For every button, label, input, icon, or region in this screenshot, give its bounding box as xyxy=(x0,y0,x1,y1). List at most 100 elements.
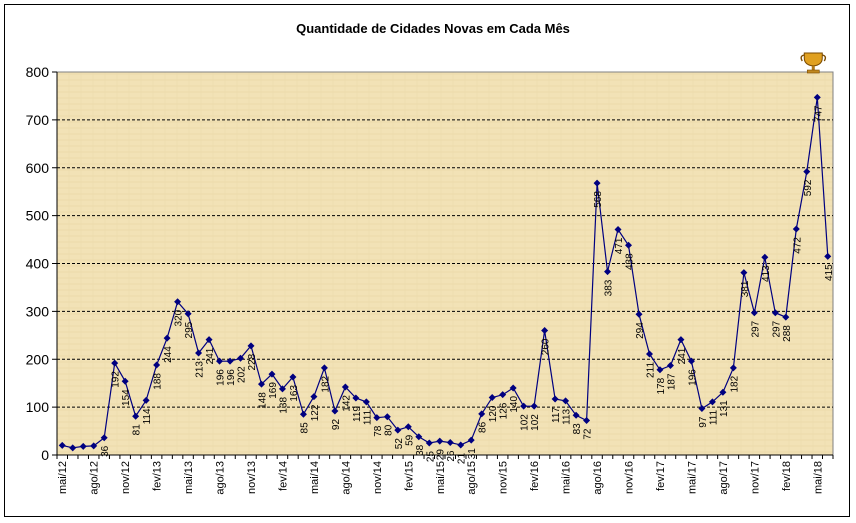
line-chart: Quantidade de Cidades Novas em Cada Mês … xyxy=(26,21,835,495)
data-point xyxy=(58,441,66,449)
data-point xyxy=(740,269,748,277)
data-label: 102 xyxy=(530,414,541,431)
data-label: 244 xyxy=(163,346,174,363)
data-point xyxy=(729,364,737,372)
data-point xyxy=(90,442,98,450)
x-tick-label: ago/15 xyxy=(466,461,478,495)
data-label: 26 xyxy=(446,450,457,462)
x-tick-label: mai/17 xyxy=(686,461,698,494)
data-point xyxy=(446,439,454,447)
data-label: 36 xyxy=(100,445,111,457)
data-point xyxy=(509,384,517,392)
data-label: 119 xyxy=(352,406,363,422)
data-point xyxy=(415,433,423,441)
x-tick-label: mai/12 xyxy=(57,461,69,494)
data-point xyxy=(352,394,360,402)
data-point xyxy=(436,437,444,445)
data-point xyxy=(310,393,318,401)
data-point xyxy=(205,336,213,344)
data-label: 241 xyxy=(205,347,216,364)
x-tick-label: mai/13 xyxy=(183,461,195,494)
data-point xyxy=(79,442,87,450)
data-label: 294 xyxy=(635,322,646,339)
data-label: 92 xyxy=(331,419,342,431)
data-label: 320 xyxy=(174,309,185,326)
data-point xyxy=(425,439,433,447)
data-point xyxy=(583,417,591,425)
x-tick-label: nov/12 xyxy=(120,461,132,494)
y-tick-label: 100 xyxy=(26,399,50,415)
data-label: 72 xyxy=(583,428,594,440)
data-point xyxy=(572,411,580,419)
data-label: 413 xyxy=(761,265,772,282)
data-label: 86 xyxy=(478,421,489,433)
data-point xyxy=(604,268,612,276)
data-label: 295 xyxy=(184,321,195,338)
data-label: 381 xyxy=(740,280,751,297)
data-label: 415 xyxy=(824,264,835,281)
x-tick-label: nov/15 xyxy=(498,461,510,494)
y-tick-label: 400 xyxy=(26,256,50,272)
data-point xyxy=(394,426,402,434)
x-tick-label: mai/14 xyxy=(309,461,321,494)
chart-frame: Quantidade de Cidades Novas em Cada Mês … xyxy=(4,4,850,517)
data-label: 85 xyxy=(299,422,310,434)
data-point xyxy=(153,361,161,369)
x-tick-label: fev/14 xyxy=(277,461,289,491)
data-point xyxy=(656,366,664,374)
data-label: 113 xyxy=(562,408,573,424)
data-point xyxy=(467,436,475,444)
data-point xyxy=(331,407,339,415)
data-point xyxy=(457,441,465,449)
data-label: 52 xyxy=(394,438,405,450)
x-tick-label: nov/16 xyxy=(624,461,636,494)
data-point xyxy=(163,334,171,342)
data-point xyxy=(362,398,370,406)
data-label: 117 xyxy=(551,407,562,423)
data-label: 196 xyxy=(687,369,698,386)
y-tick-label: 0 xyxy=(41,447,49,463)
x-tick-label: mai/16 xyxy=(561,461,573,494)
x-tick-label: ago/16 xyxy=(592,461,604,495)
series-line xyxy=(62,97,829,449)
data-point xyxy=(247,342,255,350)
data-label: 297 xyxy=(771,320,782,337)
data-label: 438 xyxy=(625,253,636,270)
data-label: 169 xyxy=(268,382,279,399)
x-tick-label: fev/18 xyxy=(781,461,793,491)
data-point xyxy=(750,309,758,317)
data-point xyxy=(268,370,276,378)
data-point xyxy=(132,412,140,420)
data-label: 21 xyxy=(457,453,468,465)
data-point xyxy=(782,313,790,321)
data-label: 196 xyxy=(216,369,227,386)
y-tick-label: 700 xyxy=(26,112,50,128)
data-point xyxy=(237,354,245,362)
data-label: 97 xyxy=(698,416,709,428)
data-point xyxy=(226,357,234,365)
data-point xyxy=(824,252,832,260)
data-label: 138 xyxy=(278,396,289,413)
y-tick-label: 800 xyxy=(26,64,50,80)
data-label: 178 xyxy=(656,377,667,394)
data-label: 59 xyxy=(404,434,415,446)
data-point xyxy=(551,395,559,403)
data-label: 568 xyxy=(593,191,604,208)
x-tick-label: nov/13 xyxy=(246,461,258,494)
data-label: 131 xyxy=(719,400,730,417)
data-label: 188 xyxy=(153,373,164,390)
data-label: 38 xyxy=(415,444,426,456)
trophy-icon xyxy=(800,52,827,74)
data-point xyxy=(530,402,538,410)
data-point xyxy=(771,309,779,317)
data-point xyxy=(373,414,381,422)
y-tick-label: 200 xyxy=(26,351,50,367)
data-point xyxy=(216,357,224,365)
data-label: 297 xyxy=(750,320,761,337)
data-point xyxy=(813,93,821,101)
x-tick-label: nov/14 xyxy=(372,461,384,494)
data-point xyxy=(111,359,119,367)
y-tick-label: 500 xyxy=(26,208,50,224)
data-label: 142 xyxy=(341,395,352,412)
data-point xyxy=(299,410,307,418)
